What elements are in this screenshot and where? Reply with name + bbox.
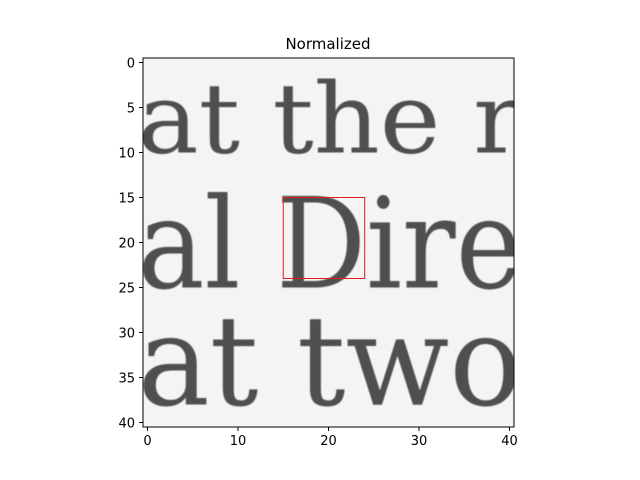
x-tick-label: 10 [230, 434, 247, 449]
chart-title: Normalized [285, 35, 370, 53]
y-tick-label: 30 [118, 327, 135, 342]
highlight-box [282, 197, 366, 279]
x-tick-label: 30 [411, 434, 428, 449]
y-tick-label: 35 [118, 372, 135, 387]
image-text-line: at the r [138, 63, 523, 177]
y-axis: 0 5 10 15 20 25 30 35 40 [118, 57, 143, 432]
image-text-line: at two [138, 289, 523, 435]
x-tick-label: 0 [143, 434, 151, 449]
y-tick-label: 20 [118, 237, 135, 252]
y-tick-label: 10 [118, 147, 135, 162]
image-text-line: al Dire [138, 172, 523, 318]
y-tick-label: 15 [118, 192, 135, 207]
y-tick-label: 0 [127, 57, 135, 72]
x-tick-label: 40 [501, 434, 518, 449]
y-tick-label: 25 [118, 282, 135, 297]
plot-background [143, 58, 514, 427]
y-tick-label: 5 [127, 102, 135, 117]
x-axis: 0 10 20 30 40 [143, 427, 518, 449]
y-tick-label: 40 [118, 417, 135, 432]
x-tick-label: 20 [320, 434, 337, 449]
